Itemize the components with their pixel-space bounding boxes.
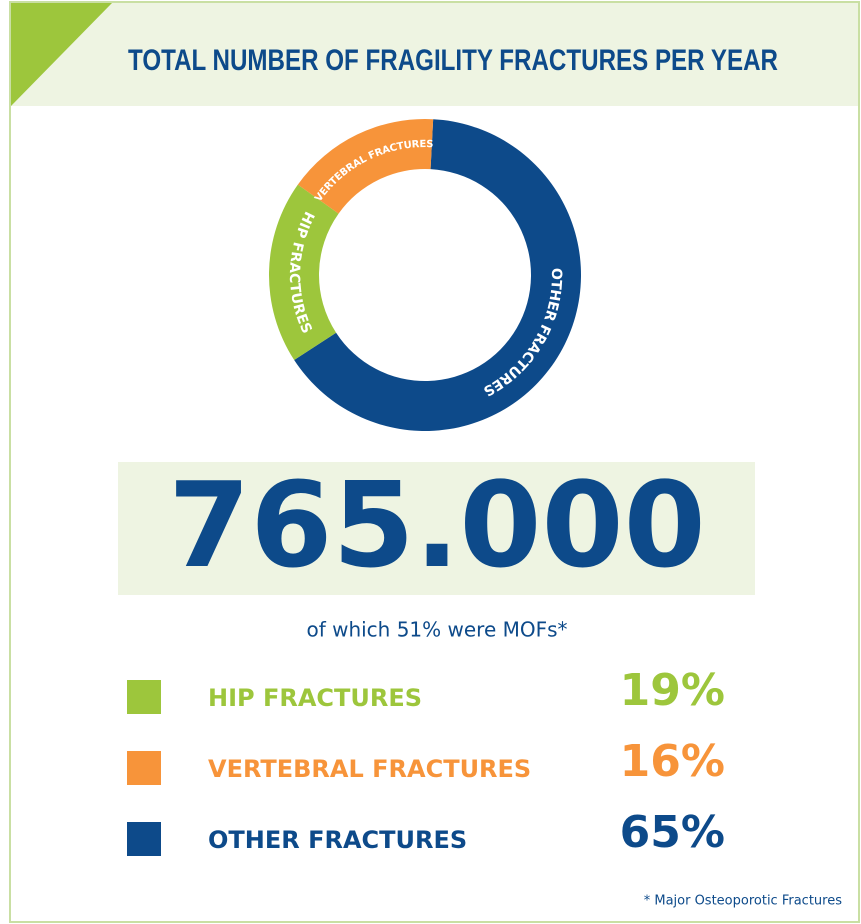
donut-segment xyxy=(297,118,434,214)
donut-segment xyxy=(294,119,581,431)
legend-value: 19% xyxy=(620,665,725,716)
legend-swatch xyxy=(127,680,161,714)
legend-label: OTHER FRACTURES xyxy=(208,826,467,854)
chart-title: TOTAL NUMBER OF FRAGILITY FRACTURES PER … xyxy=(128,44,778,77)
legend-label: VERTEBRAL FRACTURES xyxy=(208,755,531,783)
subtitle: of which 51% were MOFs* xyxy=(306,618,567,642)
header-band xyxy=(11,3,858,106)
legend-value: 65% xyxy=(620,807,725,858)
legend-swatch xyxy=(127,751,161,785)
footnote: * Major Osteoporotic Fractures xyxy=(644,894,843,909)
corner-accent xyxy=(11,3,112,106)
legend-value: 16% xyxy=(620,736,725,787)
legend-swatch xyxy=(127,822,161,856)
legend-label: HIP FRACTURES xyxy=(208,684,422,712)
total-box xyxy=(118,462,755,595)
total: 765.000 xyxy=(168,456,705,594)
donut-segment xyxy=(269,184,339,360)
